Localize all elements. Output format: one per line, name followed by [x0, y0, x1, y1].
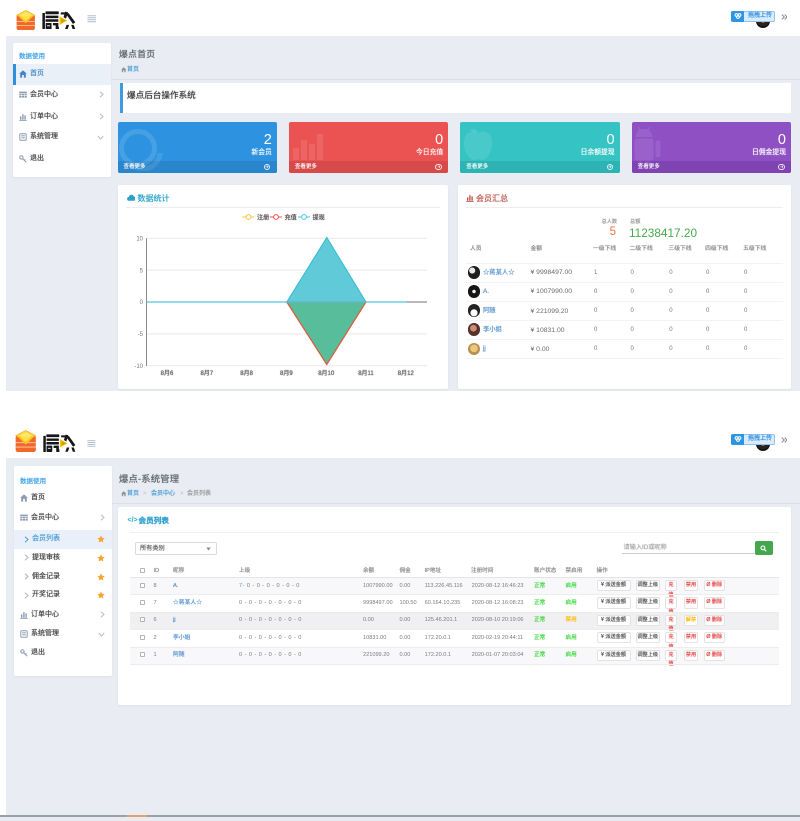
svg-text:8月8: 8月8 — [240, 370, 253, 377]
svg-text:10: 10 — [136, 236, 143, 242]
svg-text:提现: 提现 — [312, 213, 324, 221]
svg-text:5: 5 — [139, 268, 143, 274]
svg-text:-10: -10 — [134, 364, 143, 370]
svg-text:8月9: 8月9 — [280, 370, 293, 377]
svg-text:8月12: 8月12 — [397, 370, 414, 377]
svg-text:8月10: 8月10 — [318, 370, 335, 377]
svg-text:8月7: 8月7 — [200, 370, 213, 377]
svg-text:8月11: 8月11 — [358, 370, 374, 377]
svg-text:充值: 充值 — [284, 213, 296, 221]
svg-text:0: 0 — [139, 300, 143, 306]
svg-text:8月6: 8月6 — [160, 370, 173, 377]
svg-text:-5: -5 — [137, 332, 143, 338]
svg-text:注册: 注册 — [257, 213, 269, 221]
